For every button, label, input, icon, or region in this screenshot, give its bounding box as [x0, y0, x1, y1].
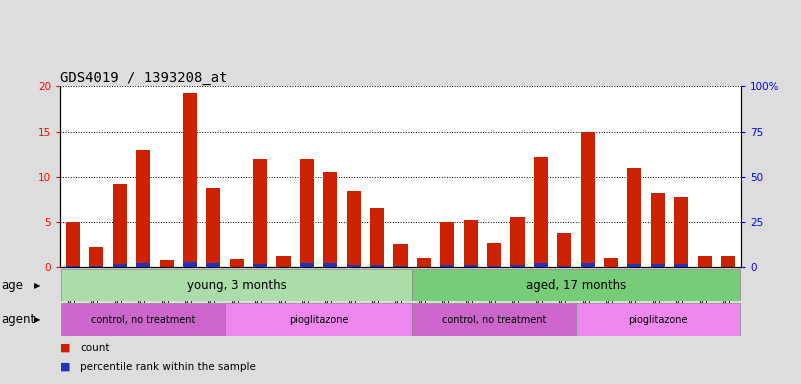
Bar	[487, 243, 501, 267]
Bar	[113, 264, 127, 267]
Bar	[370, 265, 384, 267]
Bar	[225, 303, 413, 336]
Bar	[253, 159, 268, 267]
Bar	[370, 208, 384, 267]
Bar	[183, 262, 197, 267]
Text: young, 3 months: young, 3 months	[187, 279, 287, 291]
Bar	[253, 264, 268, 267]
Text: agent: agent	[1, 313, 35, 326]
Bar	[324, 263, 337, 267]
Bar	[207, 263, 220, 267]
Bar	[159, 260, 174, 267]
Bar	[230, 259, 244, 267]
Bar	[61, 269, 413, 301]
Bar	[113, 184, 127, 267]
Bar	[651, 193, 665, 267]
Bar	[300, 263, 314, 267]
Bar	[557, 233, 571, 267]
Bar	[347, 191, 360, 267]
Bar	[66, 266, 80, 267]
Text: ■: ■	[60, 343, 70, 353]
Bar	[698, 256, 711, 267]
Text: control, no treatment: control, no treatment	[442, 314, 546, 325]
Bar	[136, 149, 150, 267]
Bar	[300, 159, 314, 267]
Text: ▶: ▶	[34, 315, 40, 324]
Bar	[510, 217, 525, 267]
Bar	[207, 189, 220, 267]
Bar	[581, 131, 594, 267]
Bar	[136, 263, 150, 267]
Text: ■: ■	[60, 362, 70, 372]
Text: GDS4019 / 1393208_at: GDS4019 / 1393208_at	[60, 71, 227, 85]
Bar	[61, 303, 225, 336]
Bar	[413, 269, 740, 301]
Bar	[651, 264, 665, 267]
Text: percentile rank within the sample: percentile rank within the sample	[80, 362, 256, 372]
Bar	[441, 265, 454, 267]
Text: pioglitazone: pioglitazone	[628, 314, 687, 325]
Bar	[90, 247, 103, 267]
Bar	[627, 264, 642, 267]
Text: control, no treatment: control, no treatment	[91, 314, 195, 325]
Bar	[276, 256, 291, 267]
Bar	[413, 303, 576, 336]
Bar	[627, 167, 642, 267]
Bar	[581, 263, 594, 267]
Bar	[66, 222, 80, 267]
Bar	[604, 258, 618, 267]
Bar	[417, 258, 431, 267]
Bar	[487, 266, 501, 267]
Bar	[324, 172, 337, 267]
Bar	[674, 197, 688, 267]
Text: ▶: ▶	[34, 281, 40, 290]
Bar	[464, 265, 477, 267]
Bar	[90, 266, 103, 267]
Bar	[510, 265, 525, 267]
Bar	[441, 222, 454, 267]
Bar	[533, 263, 548, 267]
Text: pioglitazone: pioglitazone	[289, 314, 348, 325]
Bar	[557, 266, 571, 267]
Bar	[393, 244, 408, 267]
Bar	[721, 256, 735, 267]
Bar	[533, 157, 548, 267]
Bar	[464, 220, 477, 267]
Bar	[576, 303, 740, 336]
Text: age: age	[1, 279, 22, 291]
Text: count: count	[80, 343, 110, 353]
Bar	[674, 264, 688, 267]
Bar	[393, 266, 408, 267]
Bar	[347, 265, 360, 267]
Text: aged, 17 months: aged, 17 months	[525, 279, 626, 291]
Bar	[183, 93, 197, 267]
